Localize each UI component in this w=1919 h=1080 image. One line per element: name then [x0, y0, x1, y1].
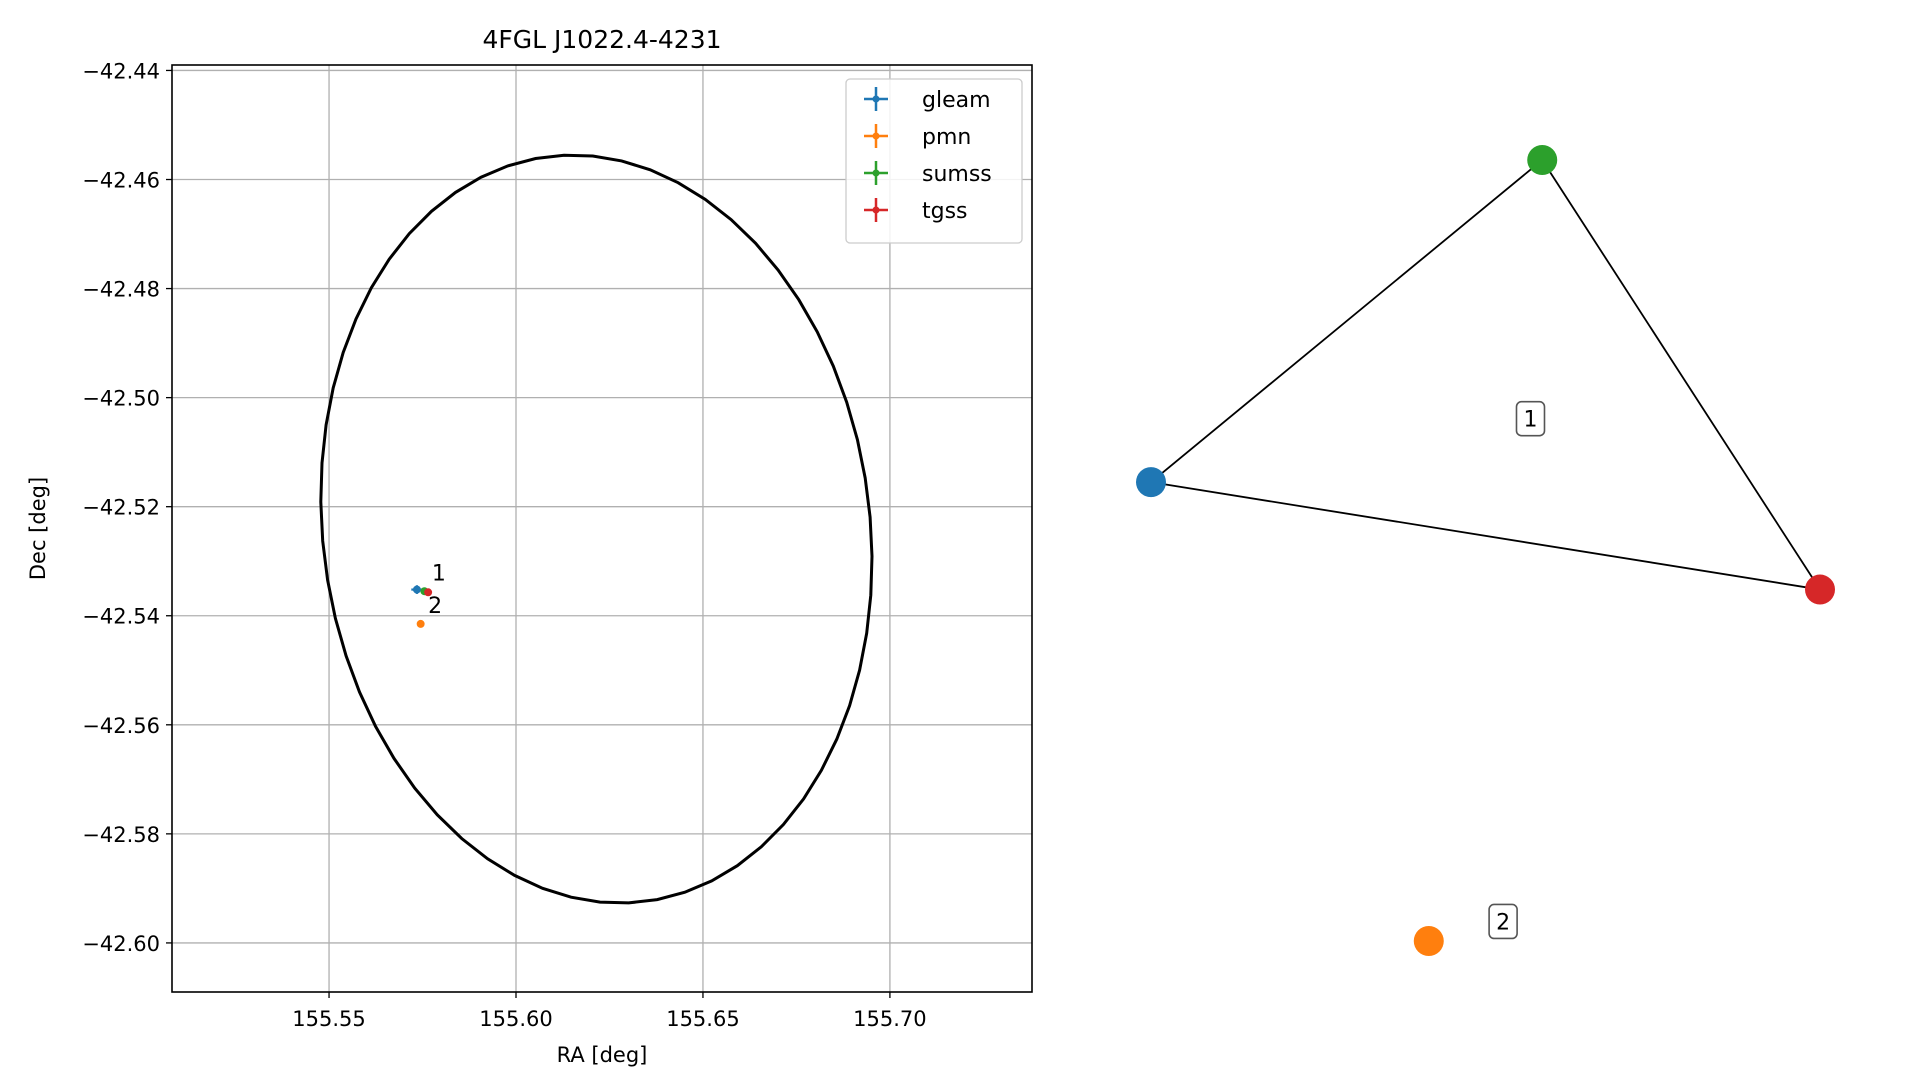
error-ellipse — [319, 153, 874, 905]
y-tick-label: −42.46 — [82, 169, 160, 193]
point-tgss — [424, 588, 433, 597]
legend-entry-tgss: tgss — [864, 198, 968, 224]
cluster-label-box — [1515, 400, 1546, 437]
node-tgss — [1805, 574, 1835, 605]
legend-label: tgss — [922, 199, 968, 224]
legend-label: gleam — [922, 88, 991, 113]
edge-gleam-sumss — [1150, 159, 1543, 483]
y-tick-label: −42.50 — [82, 387, 160, 411]
legend: gleam pmn sumss tgss — [845, 78, 1023, 244]
cluster-label-box — [1488, 903, 1518, 940]
point-marker — [416, 619, 425, 628]
legend-marker — [872, 206, 880, 214]
point-annotations: 12 — [428, 561, 446, 619]
edge-gleam-tgss — [1150, 481, 1821, 591]
x-tick-label: 155.70 — [853, 1007, 926, 1031]
x-tick-label: 155.65 — [666, 1007, 739, 1031]
y-tick-label: −42.60 — [82, 932, 160, 956]
plot-frame — [171, 64, 1033, 993]
edge-sumss-tgss — [1541, 159, 1821, 591]
point-gleam — [411, 585, 423, 594]
cluster-label: 1 — [1515, 400, 1546, 437]
annotation-label: 2 — [428, 594, 442, 619]
legend-label: sumss — [922, 162, 992, 187]
sky-plot: 12 155.55 155.60 155.65 155.70 −42.44−42.46… — [26, 25, 1033, 1067]
y-axis-label: Dec [deg] — [26, 477, 50, 580]
node-gleam — [1136, 467, 1166, 498]
network-graph: 12 — [1136, 145, 1835, 956]
cluster-label-text: 2 — [1496, 910, 1510, 935]
y-axis-ticks: −42.44 −42.46 −42.48 −42.50 −42.52 −42.54 −42.… — [82, 59, 172, 956]
legend-entry-pmn: pmn — [864, 124, 971, 150]
y-tick-label: −42.58 — [82, 823, 160, 847]
x-tick-label: 155.55 — [292, 1007, 365, 1031]
point-marker — [412, 585, 421, 594]
legend-marker — [872, 95, 880, 103]
node-sumss — [1527, 145, 1558, 175]
x-axis-label: RA [deg] — [557, 1043, 648, 1067]
legend-box — [845, 78, 1023, 244]
legend-entry-sumss: sumss — [864, 161, 992, 187]
legend-entry-gleam: gleam — [864, 87, 991, 113]
y-tick-label: −42.44 — [82, 59, 160, 83]
y-tick-label: −42.52 — [82, 496, 160, 520]
graph-labels: 12 — [1488, 400, 1546, 940]
point-marker — [424, 588, 433, 597]
y-tick-label: −42.56 — [82, 714, 160, 738]
y-tick-label: −42.54 — [82, 605, 160, 629]
legend-marker — [872, 169, 880, 177]
legend-marker — [872, 132, 880, 140]
data-points — [411, 585, 433, 628]
grid — [172, 65, 1032, 992]
graph-edges — [1150, 159, 1821, 591]
legend-label: pmn — [922, 125, 971, 150]
x-axis-ticks: 155.55 155.60 155.65 155.70 — [292, 992, 927, 1031]
y-tick-label: −42.48 — [82, 278, 160, 302]
node-pmn — [1413, 926, 1444, 956]
point-pmn — [416, 619, 425, 628]
x-tick-label: 155.60 — [479, 1007, 552, 1031]
cluster-label: 2 — [1488, 903, 1518, 940]
cluster-label-text: 1 — [1523, 408, 1537, 433]
annotation-label: 1 — [432, 561, 446, 586]
chart-title: 4FGL J1022.4-4231 — [482, 25, 721, 54]
graph-nodes — [1136, 145, 1835, 956]
error-ellipse-layer — [319, 153, 874, 905]
